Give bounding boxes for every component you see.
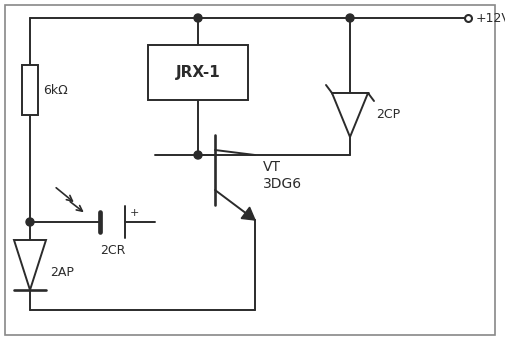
Bar (22, 65, 38, 115)
Text: +12V: +12V (476, 12, 505, 25)
Polygon shape (241, 207, 255, 220)
Text: 6kΩ: 6kΩ (43, 83, 68, 96)
Text: VT: VT (263, 160, 281, 174)
Text: 2CR: 2CR (100, 244, 125, 257)
Bar (148, 45, 248, 100)
Polygon shape (14, 240, 46, 290)
Circle shape (26, 218, 34, 226)
Polygon shape (332, 93, 368, 137)
Circle shape (194, 151, 202, 159)
Circle shape (346, 14, 354, 22)
Text: 2AP: 2AP (50, 266, 74, 279)
Text: 3DG6: 3DG6 (263, 177, 302, 191)
Circle shape (194, 14, 202, 22)
Text: 2CP: 2CP (376, 108, 400, 121)
Text: JRX-1: JRX-1 (176, 65, 220, 80)
Text: +: + (130, 208, 139, 218)
